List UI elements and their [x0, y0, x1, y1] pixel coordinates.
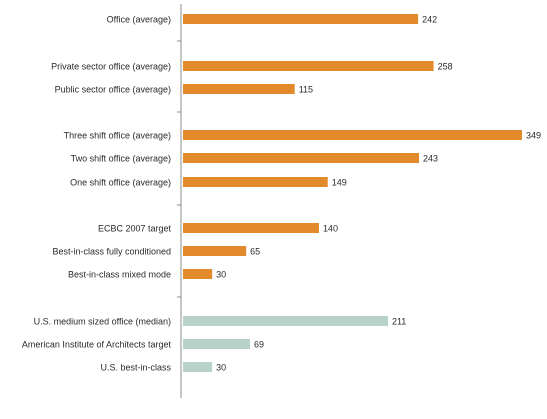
- value-label: 242: [422, 15, 437, 25]
- value-label: 65: [250, 247, 260, 257]
- category-label: One shift office (average): [70, 178, 171, 188]
- category-label: Office (average): [107, 15, 171, 25]
- category-label: Two shift office (average): [71, 154, 171, 164]
- value-label: 258: [438, 62, 453, 72]
- category-label: Best-in-class fully conditioned: [52, 247, 171, 257]
- category-label: Private sector office (average): [51, 62, 171, 72]
- bar: [183, 177, 328, 187]
- value-label: 30: [216, 363, 226, 373]
- bar: [183, 84, 295, 94]
- category-label: U.S. medium sized office (median): [34, 317, 171, 327]
- bar: [183, 246, 247, 256]
- value-label: 349: [526, 131, 541, 141]
- value-label: 140: [323, 224, 338, 234]
- category-label: Best-in-class mixed mode: [68, 270, 171, 280]
- value-label: 69: [254, 340, 264, 350]
- category-label: Three shift office (average): [64, 131, 171, 141]
- value-label: 115: [299, 85, 313, 95]
- value-label: 149: [332, 178, 347, 188]
- value-label: 243: [423, 154, 438, 164]
- category-label: American Institute of Architects target: [22, 340, 172, 350]
- bar: [183, 339, 251, 349]
- bar: [183, 14, 419, 24]
- category-label: U.S. best-in-class: [100, 363, 171, 373]
- value-label: 211: [392, 317, 406, 327]
- value-label: 30: [216, 270, 226, 280]
- category-label: Public sector office (average): [55, 85, 171, 95]
- bar: [183, 61, 434, 71]
- bar: [183, 362, 213, 372]
- bar: [183, 223, 319, 233]
- bar: [183, 316, 388, 326]
- category-label: ECBC 2007 target: [98, 224, 172, 234]
- bar: [183, 153, 420, 163]
- bar: [183, 269, 213, 279]
- bar: [183, 130, 522, 140]
